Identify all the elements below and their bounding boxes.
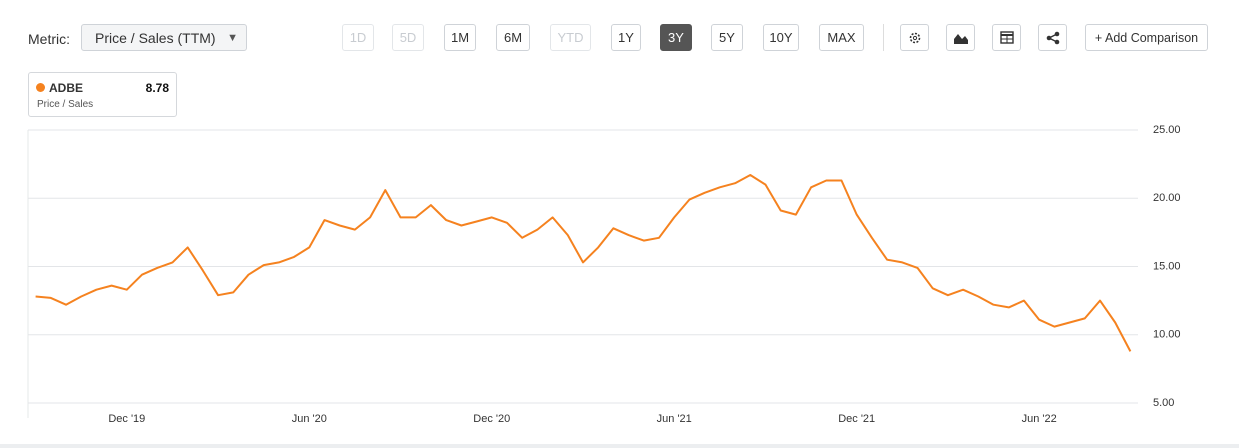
share-button[interactable] <box>1038 24 1067 51</box>
x-tick-label: Dec '19 <box>108 413 145 425</box>
range-button[interactable]: 1M <box>444 24 476 51</box>
x-tick-label: Jun '21 <box>657 413 692 425</box>
metric-label: Metric: <box>28 31 70 47</box>
legend-box: ADBE 8.78 Price / Sales <box>28 72 177 117</box>
settings-button[interactable] <box>900 24 929 51</box>
x-tick-label: Jun '20 <box>292 413 327 425</box>
y-tick-label: 10.00 <box>1153 329 1181 341</box>
chart-type-button[interactable] <box>946 24 975 51</box>
range-button[interactable]: 6M <box>496 24 530 51</box>
share-icon <box>1046 31 1059 44</box>
range-button: 1D <box>342 24 374 51</box>
y-tick-label: 5.00 <box>1153 397 1174 409</box>
metric-select-text: Price / Sales (TTM) <box>95 29 216 46</box>
chart-type-icon <box>953 33 968 44</box>
y-tick-label: 15.00 <box>1153 260 1181 272</box>
settings-icon <box>909 32 920 43</box>
y-tick-label: 20.00 <box>1153 192 1181 204</box>
y-tick-label: 25.00 <box>1153 124 1181 136</box>
table-button[interactable] <box>992 24 1021 51</box>
legend-metric: Price / Sales <box>37 99 94 110</box>
range-button[interactable]: 1Y <box>611 24 641 51</box>
x-tick-label: Dec '20 <box>473 413 510 425</box>
x-tick-label: Dec '21 <box>838 413 875 425</box>
metric-select[interactable]: Price / Sales (TTM) ▼ <box>81 24 247 51</box>
range-button[interactable]: MAX <box>819 24 864 51</box>
range-button: 5D <box>392 24 424 51</box>
range-button[interactable]: 3Y <box>660 24 692 51</box>
price-sales-line <box>35 174 1132 352</box>
dropdown-arrow: ▼ <box>227 31 238 44</box>
table-icon <box>999 31 1014 44</box>
legend-dot <box>36 83 45 92</box>
add-comparison-button[interactable]: + Add Comparison <box>1085 24 1208 51</box>
range-button[interactable]: 5Y <box>711 24 743 51</box>
range-button: YTD <box>550 24 591 51</box>
x-tick-label: Jun '22 <box>1022 413 1057 425</box>
legend-value: 8.78 <box>145 81 169 95</box>
legend-ticker: ADBE <box>49 81 84 95</box>
range-button[interactable]: 10Y <box>763 24 799 51</box>
separator <box>883 24 884 51</box>
